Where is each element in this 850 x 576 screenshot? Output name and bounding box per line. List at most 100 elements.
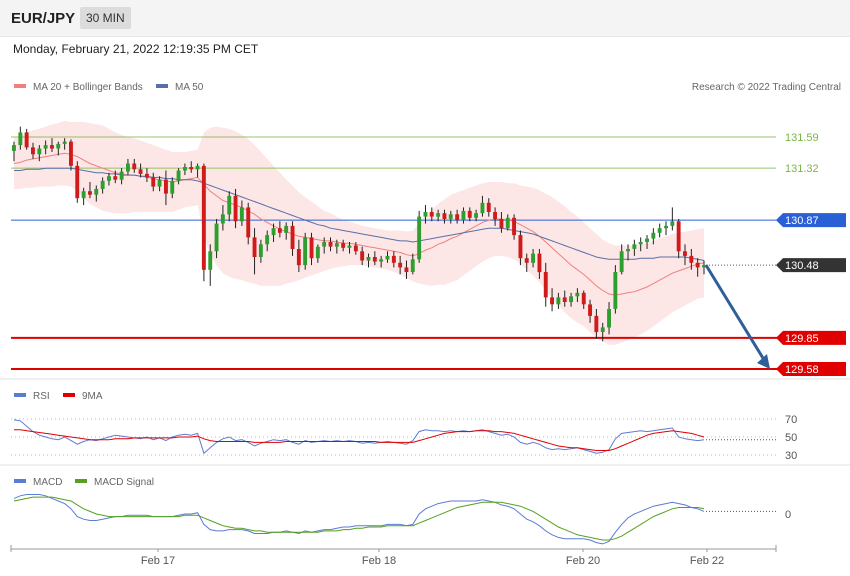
pivot-level-tag [776,213,846,228]
candle-body [695,262,700,268]
candle-body [189,167,194,170]
candle-body [676,221,681,252]
candle-body [170,180,175,194]
candle-body [126,163,130,172]
candle-body [353,245,358,252]
ma20-legend-label: MA 20 + Bollinger Bands [33,82,143,93]
candle-body [550,297,554,305]
candle-body [315,246,320,259]
header-bar: EUR/JPY 30 MIN [0,0,850,37]
rsi-legend-label: RSI [33,391,50,402]
level-labels: 131.59 131.32 130.87 130.48 129.85 129.58 [776,132,846,376]
macd-line [13,494,705,545]
level-label: 129.58 [785,364,819,376]
candle-body [588,304,592,316]
candle-body [442,213,447,219]
x-axis-labels: Feb 17 Feb 18 Feb 20 Feb 22 [141,549,724,567]
candle-body [417,216,422,260]
candle-body [429,212,434,217]
candle-body [265,235,270,245]
candle-body [619,251,624,273]
candle-body [385,255,390,260]
ma50-line [14,167,705,261]
candle-body [543,272,548,298]
level-label: 131.32 [785,163,819,175]
level-label: 129.85 [785,333,819,345]
candle-body [645,238,649,243]
bollinger-band [14,120,704,345]
candle-body [246,207,251,238]
candle-body [607,309,611,328]
moving-averages [13,152,705,296]
candle-body [284,225,289,233]
candle-body [581,292,586,305]
candle-body [505,217,510,229]
candle-body [531,253,535,263]
rsi-ma-legend-swatch [63,393,75,397]
candle-body [208,251,213,270]
candle-body [537,253,542,273]
candle-body [258,244,263,257]
candle-body [524,258,529,263]
candle-body [436,213,441,217]
macd-signal-legend-label: MACD Signal [94,477,154,488]
candle-body [398,262,403,268]
candle-body [252,237,257,257]
candle-body [341,243,346,248]
candle-body [12,145,16,151]
candle-body [404,267,409,272]
candle-body [290,225,295,249]
credit-label: Research © 2022 Trading Central [692,82,841,93]
candle-body [391,255,396,263]
candle-body [632,244,637,249]
candle-body [303,237,308,266]
candle-body [379,259,384,262]
candle-body [145,173,149,178]
candle-body [164,179,168,194]
candle-body [562,297,567,302]
macd-signal-legend-swatch [75,479,87,483]
candle-body [347,245,352,248]
candle-body [132,163,137,170]
macd-legend-label: MACD [33,477,62,488]
candle-body [518,235,523,259]
rsi-legend-swatch [14,393,26,397]
x-axis-label: Feb 22 [690,555,724,567]
candle-body [702,265,706,268]
rsi-ma-legend-label: 9MA [82,391,103,402]
candle-body [594,315,599,333]
candle-body [360,251,365,261]
candle-body [183,167,187,171]
candle-body [480,202,485,214]
candle-body [50,145,54,149]
candle-body [227,195,232,215]
x-axis-label: Feb 17 [141,555,175,567]
ma50-legend-swatch [156,84,168,88]
candle-body [214,223,219,252]
current-level-tag [776,258,846,273]
rsi-panel: 70 50 30 [11,414,797,462]
candle-body [157,179,162,187]
candle-body [455,214,460,221]
candle-body [296,249,301,266]
candles [12,126,706,342]
candle-body [657,228,662,233]
candle-body [474,213,478,218]
bollinger-band-area [14,120,704,345]
candle-body [448,214,453,219]
timeframe-badge[interactable]: 30 MIN [80,7,131,29]
candle-body [220,214,225,224]
forecast-arrow-shaft [704,264,768,364]
candle-body [372,257,377,262]
candle-body [328,242,333,247]
level-lines [11,136,778,370]
candle-body [493,212,497,219]
candle-body [69,141,73,166]
candle-body [94,188,99,195]
x-axis-label: Feb 20 [566,555,600,567]
candle-body [195,165,200,170]
support-level-tag [776,362,846,376]
rsi-tick-label: 70 [785,414,797,426]
level-label: 131.59 [785,132,819,144]
